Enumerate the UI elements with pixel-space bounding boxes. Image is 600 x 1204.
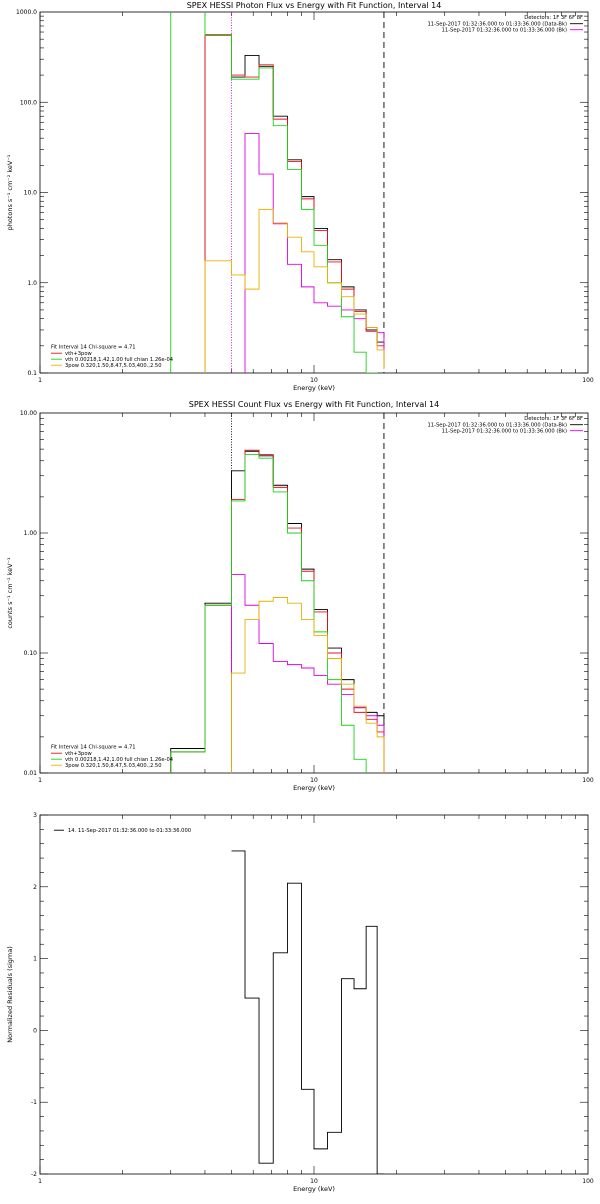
legend-entry: 3pow 0.320,1.50,8.47,5.03,400.,2.50: [65, 363, 162, 369]
y-tick-label: 1.00: [24, 530, 38, 537]
y-axis-label: counts s⁻¹ cm⁻² keV⁻¹: [6, 557, 14, 629]
chart-title: SPEX HESSI Photon Flux vs Energy with Fi…: [187, 1, 442, 10]
y-axis-label: photons s⁻¹ cm⁻² keV⁻¹: [6, 154, 14, 230]
x-axis-label: Energy (keV): [293, 384, 335, 392]
legend-entry: 3pow 0.320,1.50,8.47,5.03,400.,2.50: [65, 763, 162, 769]
y-tick-label: 3: [33, 812, 37, 819]
spectrum-figure-svg: SPEX HESSI Photon Flux vs Energy with Fi…: [0, 0, 600, 1200]
y-tick-label: 100.0: [20, 99, 37, 106]
x-tick-label: 1: [38, 777, 42, 784]
x-axis-label: Energy (keV): [293, 784, 335, 792]
x-tick-label: 1: [38, 1178, 42, 1185]
fit-legend-title: Fit Interval 14 Chi-square = 4.71: [51, 745, 136, 751]
y-tick-label: -2: [31, 1171, 37, 1178]
y-tick-label: -1: [31, 1099, 37, 1106]
x-axis-label: Energy (keV): [293, 1185, 335, 1193]
x-tick-label: 100: [582, 1178, 594, 1185]
detectors-label: Detectors: 1F 3F 6F 8F: [524, 15, 583, 21]
y-axis-label: Normalized Residuals (sigma): [6, 946, 14, 1043]
y-tick-label: 0: [33, 1027, 37, 1034]
x-tick-label: 1: [38, 377, 42, 384]
legend-entry: 14. 11-Sep-2017 01:32:36.000 to 01:33:36…: [68, 828, 191, 834]
header-time-range: 11-Sep-2017 01:32:36.000 to 01:33:36.000…: [442, 429, 567, 435]
y-tick-label: 10.0: [24, 190, 38, 197]
y-tick-label: 2: [33, 884, 37, 891]
y-tick-label: 1: [33, 956, 37, 963]
y-tick-label: 10.00: [20, 410, 37, 417]
x-tick-label: 10: [310, 377, 318, 384]
fit-legend-title: Fit Interval 14 Chi-square = 4.71: [51, 345, 136, 351]
spex-hessi-figure: SPEX HESSI Photon Flux vs Energy with Fi…: [0, 0, 600, 1200]
y-tick-label: 0.10: [24, 650, 38, 657]
header-time-range: 11-Sep-2017 01:32:36.000 to 01:33:36.000…: [442, 28, 567, 34]
x-tick-label: 100: [582, 777, 594, 784]
chart-title: SPEX HESSI Count Flux vs Energy with Fit…: [189, 400, 440, 409]
figure-background: [0, 0, 600, 1200]
detectors-label: Detectors: 1F 3F 6F 8F: [524, 416, 583, 422]
y-tick-label: 0.1: [27, 370, 37, 377]
y-tick-label: 1.0: [27, 280, 37, 287]
y-tick-label: 1000.0: [16, 9, 37, 16]
x-tick-label: 10: [310, 777, 318, 784]
x-tick-label: 100: [582, 377, 594, 384]
y-tick-label: 0.01: [24, 770, 38, 777]
x-tick-label: 10: [310, 1178, 318, 1185]
